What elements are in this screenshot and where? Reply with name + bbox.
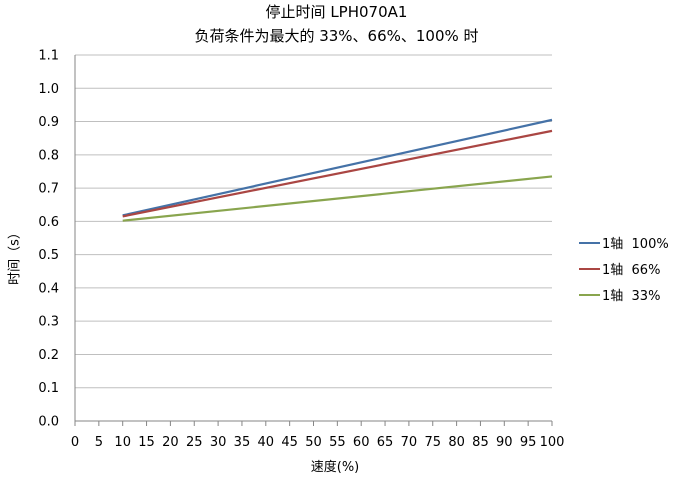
- y-tick-label: 0.2: [38, 348, 59, 363]
- x-tick-label: 10: [114, 435, 131, 450]
- legend-item-100: 1轴 100%: [579, 232, 669, 253]
- legend-label-100: 1轴 100%: [602, 237, 669, 252]
- y-tick-label: 0.3: [38, 315, 59, 330]
- series-line-0: [122, 118, 553, 217]
- x-tick-label: 5: [95, 435, 103, 450]
- legend-item-66: 1轴 66%: [579, 258, 669, 279]
- chart-title-line-1: 停止时间 LPH070A1: [265, 3, 408, 21]
- legend: 1轴 100% 1轴 66% 1轴 33%: [579, 232, 669, 310]
- x-tick-label: 90: [496, 435, 513, 450]
- y-axis-label: 时间（s）: [7, 226, 23, 285]
- legend-swatch-66: [579, 267, 600, 270]
- series-line-1: [122, 129, 553, 218]
- x-tick-label: 85: [472, 435, 489, 450]
- legend-swatch-33: [579, 293, 600, 296]
- x-axis-label: 速度(%): [310, 460, 360, 475]
- legend-label-66: 1轴 66%: [602, 263, 661, 278]
- series-line-2: [122, 175, 553, 222]
- x-tick-label: 80: [448, 435, 465, 450]
- x-tick-label: 0: [71, 435, 79, 450]
- x-tick-label: 60: [353, 435, 370, 450]
- x-tick-label: 95: [520, 435, 537, 450]
- y-tick-label: 0.0: [38, 415, 59, 430]
- x-tick-label: 55: [329, 435, 346, 450]
- chart-title-line-2: 负荷条件为最大的 33%、66%、100% 时: [194, 27, 479, 45]
- x-tick-label: 75: [424, 435, 441, 450]
- y-tick-label: 0.6: [38, 215, 59, 230]
- y-tick-label: 1.1: [38, 49, 59, 64]
- x-tick-label: 40: [258, 435, 275, 450]
- y-tick-label: 0.1: [38, 381, 59, 396]
- y-tick-label: 0.5: [38, 248, 59, 263]
- x-tick-label: 30: [210, 435, 227, 450]
- x-tick-label: 25: [186, 435, 203, 450]
- legend-item-33: 1轴 33%: [579, 284, 669, 305]
- x-tick-label: 20: [162, 435, 179, 450]
- x-tick-label: 65: [377, 435, 394, 450]
- y-tick-label: 1.0: [38, 82, 59, 97]
- legend-label-33: 1轴 33%: [602, 289, 661, 304]
- x-tick-label: 70: [401, 435, 418, 450]
- y-tick-label: 0.7: [38, 182, 59, 197]
- x-tick-label: 50: [305, 435, 322, 450]
- y-tick-label: 0.8: [38, 148, 59, 163]
- x-tick-label: 45: [281, 435, 298, 450]
- legend-swatch-100: [579, 241, 600, 244]
- x-tick-label: 100: [540, 435, 565, 450]
- y-tick-label: 0.9: [38, 115, 59, 130]
- y-tick-label: 0.4: [38, 281, 59, 296]
- x-tick-label: 15: [138, 435, 155, 450]
- x-tick-label: 35: [234, 435, 251, 450]
